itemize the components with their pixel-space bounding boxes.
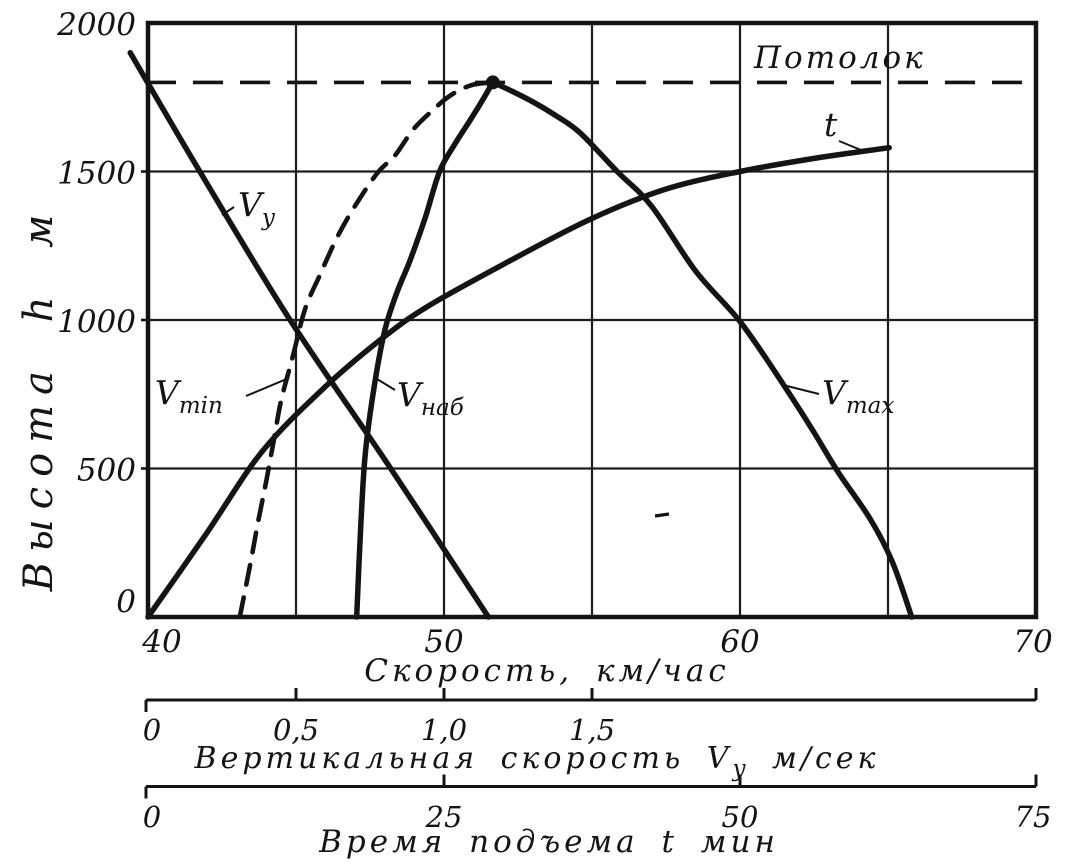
- vy-axis-title-pre: Вертикальная скорость V: [194, 741, 733, 776]
- time-axis-tick-label: 0: [143, 800, 161, 834]
- speed-tick-label: 60: [720, 624, 759, 660]
- y-tick-label: 0: [116, 584, 136, 620]
- time-axis-tick-label: 25: [425, 800, 463, 834]
- axes: [141, 20, 1039, 799]
- curve-label-vmax-main: V: [822, 373, 849, 412]
- curve-label-vy-main: V: [238, 185, 265, 224]
- curve-label-vy: Vy: [238, 185, 276, 231]
- speed-tick-label: 70: [1013, 624, 1052, 660]
- time-axis-tick-label: 75: [1015, 800, 1052, 834]
- curve-label-t: t: [824, 105, 838, 144]
- vy-axis-tick-label: 1,5: [569, 713, 615, 747]
- vy-axis-title-sub: y: [731, 756, 749, 782]
- curve-label-vmin-sub: min: [179, 393, 223, 419]
- curve-label-vnab-main: V: [397, 375, 424, 414]
- curve-Vmax: [490, 79, 915, 620]
- curve-label-vmin-main: V: [155, 373, 182, 412]
- curves: [127, 49, 1036, 620]
- y-axis-title: Высота h м: [16, 205, 62, 593]
- vy-axis-title: Вертикальная скорость Vy м/сек: [194, 741, 880, 782]
- vy-axis-tick-label: 1,0: [421, 713, 467, 747]
- curve-label-vmax: Vmax: [822, 373, 894, 419]
- curve-label-vmin: Vmin: [155, 373, 223, 419]
- vy-axis-tick-label: 0,5: [273, 713, 319, 747]
- y-tick-label: 2000: [56, 7, 136, 43]
- curve-Vy: [127, 49, 492, 620]
- y-tick-label: 500: [77, 453, 136, 489]
- curve-t: [145, 144, 892, 620]
- curve-label-vmax-sub: max: [846, 393, 895, 419]
- curve-Vнаб: [353, 79, 496, 620]
- time-axis-tick-label: 50: [722, 800, 759, 834]
- leader-vmax: [786, 385, 820, 395]
- vy-axis-title-post: м/сек: [749, 741, 879, 776]
- curve-Vmin: [237, 80, 494, 620]
- leader-t: [838, 140, 862, 151]
- ceiling-point: [485, 75, 500, 90]
- vy-axis-tick-label: 0: [143, 713, 161, 747]
- annotations: Высота h м Потолок Vy Vmin Vнаб Vmax t С…: [16, 40, 926, 860]
- gridlines: [148, 23, 1036, 617]
- y-tick-label: 1500: [57, 156, 136, 192]
- speed-tick-label: 40: [141, 624, 181, 660]
- scan-artifact-dash: [654, 512, 670, 518]
- leader-vy: [221, 206, 235, 216]
- leader-vmin: [245, 377, 290, 397]
- curve-label-vy-sub: y: [261, 205, 276, 231]
- y-tick-label: 1000: [57, 304, 136, 340]
- ceiling-label: Потолок: [753, 40, 926, 76]
- curve-label-vnab: Vнаб: [397, 375, 465, 421]
- speed-tick-label: 50: [424, 624, 463, 660]
- speed-axis-title: Скорость, км/час: [364, 653, 730, 689]
- curve-label-vnab-sub: наб: [421, 395, 465, 421]
- time-axis-title: Время подъема t мин: [318, 824, 779, 860]
- tick-labels: 0 500 1000 1500 2000 40 50 60 70 0 0,5 1,0 1,5 0 25 50 7…: [56, 7, 1053, 834]
- leader-vnab: [376, 378, 396, 391]
